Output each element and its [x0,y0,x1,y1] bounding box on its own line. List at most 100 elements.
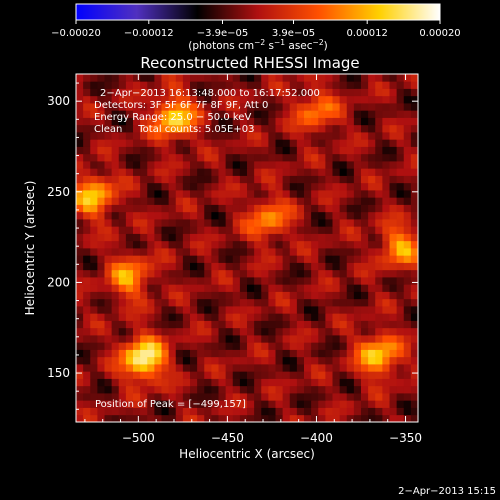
heatmap-cell [389,132,398,140]
heatmap-cell [218,335,227,343]
heatmap-cell [225,291,234,300]
heatmap-cell [140,248,148,256]
heatmap-cell [97,88,105,97]
heatmap-cell [83,306,91,314]
heatmap-cell [410,211,419,220]
heatmap-cell [304,74,312,82]
heatmap-cell [225,190,234,198]
heatmap-cell [204,364,212,372]
heatmap-cell [76,248,84,256]
heatmap-cell [97,327,105,336]
heatmap-cell [140,240,148,249]
heatmap-cell [375,240,383,249]
heatmap-cell [403,298,412,307]
heatmap-cell [296,327,305,336]
heatmap-cell [118,110,127,118]
heatmap-cell [225,168,234,176]
heatmap-cell [254,313,262,321]
heatmap-cell [332,342,341,350]
heatmap-cell [268,371,276,379]
heatmap-cell [232,378,241,387]
heatmap-cell [111,110,120,118]
heatmap-cell [254,335,262,343]
heatmap-cell [268,327,276,336]
heatmap-cell [368,161,376,169]
heatmap-cell [90,269,98,278]
heatmap-cell [311,262,319,271]
heatmap-cell [353,255,362,263]
heatmap-cell [353,349,362,358]
heatmap-cell [254,349,262,358]
heatmap-cell [97,393,105,401]
heatmap-cell [289,146,298,155]
heatmap-cell [382,240,390,249]
heatmap-cell [247,139,255,147]
heatmap-cell [133,335,141,343]
heatmap-cell [318,298,326,307]
heatmap-cell [254,226,262,234]
peak-position-label: Position of Peak = [−499,157] [95,399,246,410]
heatmap-cell [382,262,390,271]
heatmap-cell [403,320,412,329]
heatmap-cell [232,132,241,140]
heatmap-cell [410,190,419,198]
heatmap-cell [318,175,326,184]
heatmap-cell [247,364,255,372]
heatmap-cell [396,320,405,329]
heatmap-cell [182,204,191,213]
heatmap-cell [275,226,284,234]
heatmap-cell [332,364,341,372]
heatmap-cell [261,74,269,82]
heatmap-cell [90,327,98,336]
heatmap-cell [90,240,98,249]
heatmap-cell [382,211,390,220]
heatmap-cell [104,269,113,278]
heatmap-cell [104,211,113,220]
heatmap-cell [346,284,355,292]
heatmap-cell [125,139,134,147]
heatmap-cell [403,240,412,249]
heatmap-cell [204,400,212,408]
heatmap-cell [282,414,291,423]
heatmap-cell [296,132,305,140]
heatmap-cell [133,168,141,176]
heatmap-cell [133,320,141,329]
heatmap-cell [247,327,255,336]
heatmap-cell [125,240,134,249]
heatmap-cell [282,269,291,278]
heatmap-cell [161,407,170,416]
heatmap-cell [204,175,212,184]
heatmap-cell [239,219,248,227]
heatmap-cell [239,342,248,350]
heatmap-cell [204,226,212,234]
heatmap-cell [254,364,262,372]
heatmap-cell [154,240,162,249]
heatmap-cell [182,81,191,89]
heatmap-cell [118,95,127,104]
heatmap-cell [140,190,148,198]
heatmap-cell [410,226,419,234]
heatmap-cell [304,393,312,401]
heatmap-cell [168,95,177,104]
heatmap-cell [182,327,191,336]
heatmap-cell [353,248,362,256]
heatmap-cell [396,248,405,256]
heatmap-cell [332,284,341,292]
heatmap-cell [254,95,262,104]
heatmap-cell [133,240,141,249]
heatmap-cell [268,393,276,401]
heatmap-cell [161,313,170,321]
heatmap-cell [268,190,276,198]
heatmap-cell [410,262,419,271]
heatmap-cell [197,306,205,314]
heatmap-cell [111,117,120,126]
heatmap-cell [140,175,148,184]
heatmap-cell [118,103,127,111]
heatmap-cell [204,327,212,336]
heatmap-cell [147,240,155,249]
heatmap-cell [311,110,319,118]
heatmap-cell [111,197,120,205]
heatmap-cell [168,204,177,213]
heatmap-cell [168,233,177,242]
heatmap-cell [339,255,348,263]
